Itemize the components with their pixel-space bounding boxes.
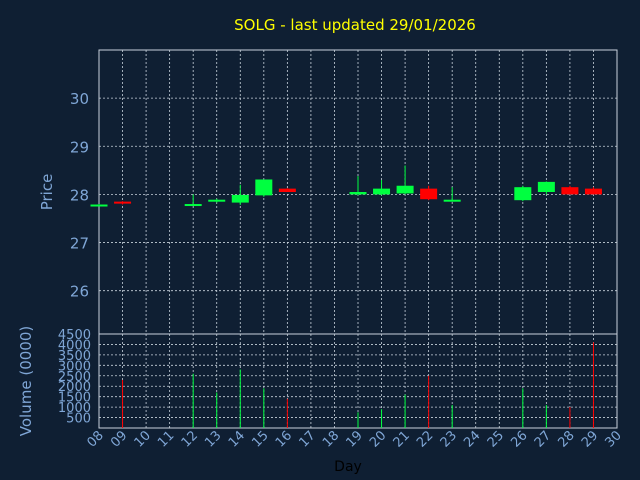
x-axis: 08 09 10 11 12 13 14 15 16 17 18 19 20 21 22 23 24 25 26 27… <box>85 428 625 450</box>
x-tick-label: 09 <box>108 428 130 450</box>
x-tick-label: 10 <box>132 428 154 450</box>
volume-tick-label: 4000 <box>58 338 91 353</box>
price-tick-label: 27 <box>70 235 89 253</box>
x-tick-label: 20 <box>367 428 389 450</box>
x-axis-label: Day <box>334 459 362 475</box>
x-tick-label: 16 <box>273 428 295 450</box>
candle-body <box>114 201 132 204</box>
x-tick-label: 12 <box>179 428 201 450</box>
candle-body <box>90 204 108 207</box>
volume-tick-label: 3000 <box>58 359 91 374</box>
x-tick-label: 23 <box>438 428 460 450</box>
price-panel: 26 27 28 29 30 <box>70 49 618 335</box>
price-tick-label: 29 <box>70 138 89 156</box>
x-tick-label: 29 <box>579 428 601 450</box>
volume-tick-label: 500 <box>66 412 91 427</box>
x-tick-label: 18 <box>320 428 342 450</box>
x-tick-label: 08 <box>85 428 107 450</box>
x-tick-label: 26 <box>508 428 530 450</box>
candle-body <box>584 188 602 195</box>
x-tick-label: 19 <box>344 428 366 450</box>
candle-body <box>443 199 461 202</box>
price-tick-label: 30 <box>70 90 89 108</box>
chart-title: SOLG - last updated 29/01/2026 <box>234 16 476 34</box>
candle-body <box>396 185 414 194</box>
x-tick-label: 15 <box>249 428 271 450</box>
candle-body <box>349 192 367 195</box>
candle-body <box>561 187 579 195</box>
x-tick-label: 11 <box>155 428 177 450</box>
candle-body <box>184 204 202 207</box>
x-tick-label: 17 <box>296 428 318 450</box>
candle-body <box>420 188 438 200</box>
volume-tick-label: 3500 <box>58 349 91 364</box>
candle-body <box>537 181 555 192</box>
x-tick-label: 21 <box>391 428 413 450</box>
volume-tick-label: 2500 <box>58 370 91 385</box>
price-tick-label: 26 <box>70 283 89 301</box>
x-tick-label: 22 <box>414 428 436 450</box>
volume-tick-label: 1500 <box>58 391 91 406</box>
volume-axis-label: Volume (0000) <box>17 326 35 436</box>
volume-tick-label: 2000 <box>58 380 91 395</box>
candle-body <box>514 187 532 201</box>
x-tick-label: 30 <box>603 428 625 450</box>
candle-body <box>373 188 391 195</box>
x-tick-label: 25 <box>485 428 507 450</box>
price-axis-label: Price <box>38 174 56 211</box>
volume-tick-label: 1000 <box>58 401 91 416</box>
x-tick-label: 27 <box>532 428 554 450</box>
x-tick-label: 13 <box>202 428 224 450</box>
candle-body <box>208 199 226 202</box>
candle-body <box>231 194 249 203</box>
x-tick-label: 14 <box>226 428 248 450</box>
volume-tick-label: 4500 <box>58 328 91 343</box>
x-tick-label: 28 <box>555 428 577 450</box>
candle-body <box>278 188 296 192</box>
price-tick-label: 28 <box>70 186 89 204</box>
candle-body <box>255 179 273 196</box>
x-tick-label: 24 <box>461 428 483 450</box>
